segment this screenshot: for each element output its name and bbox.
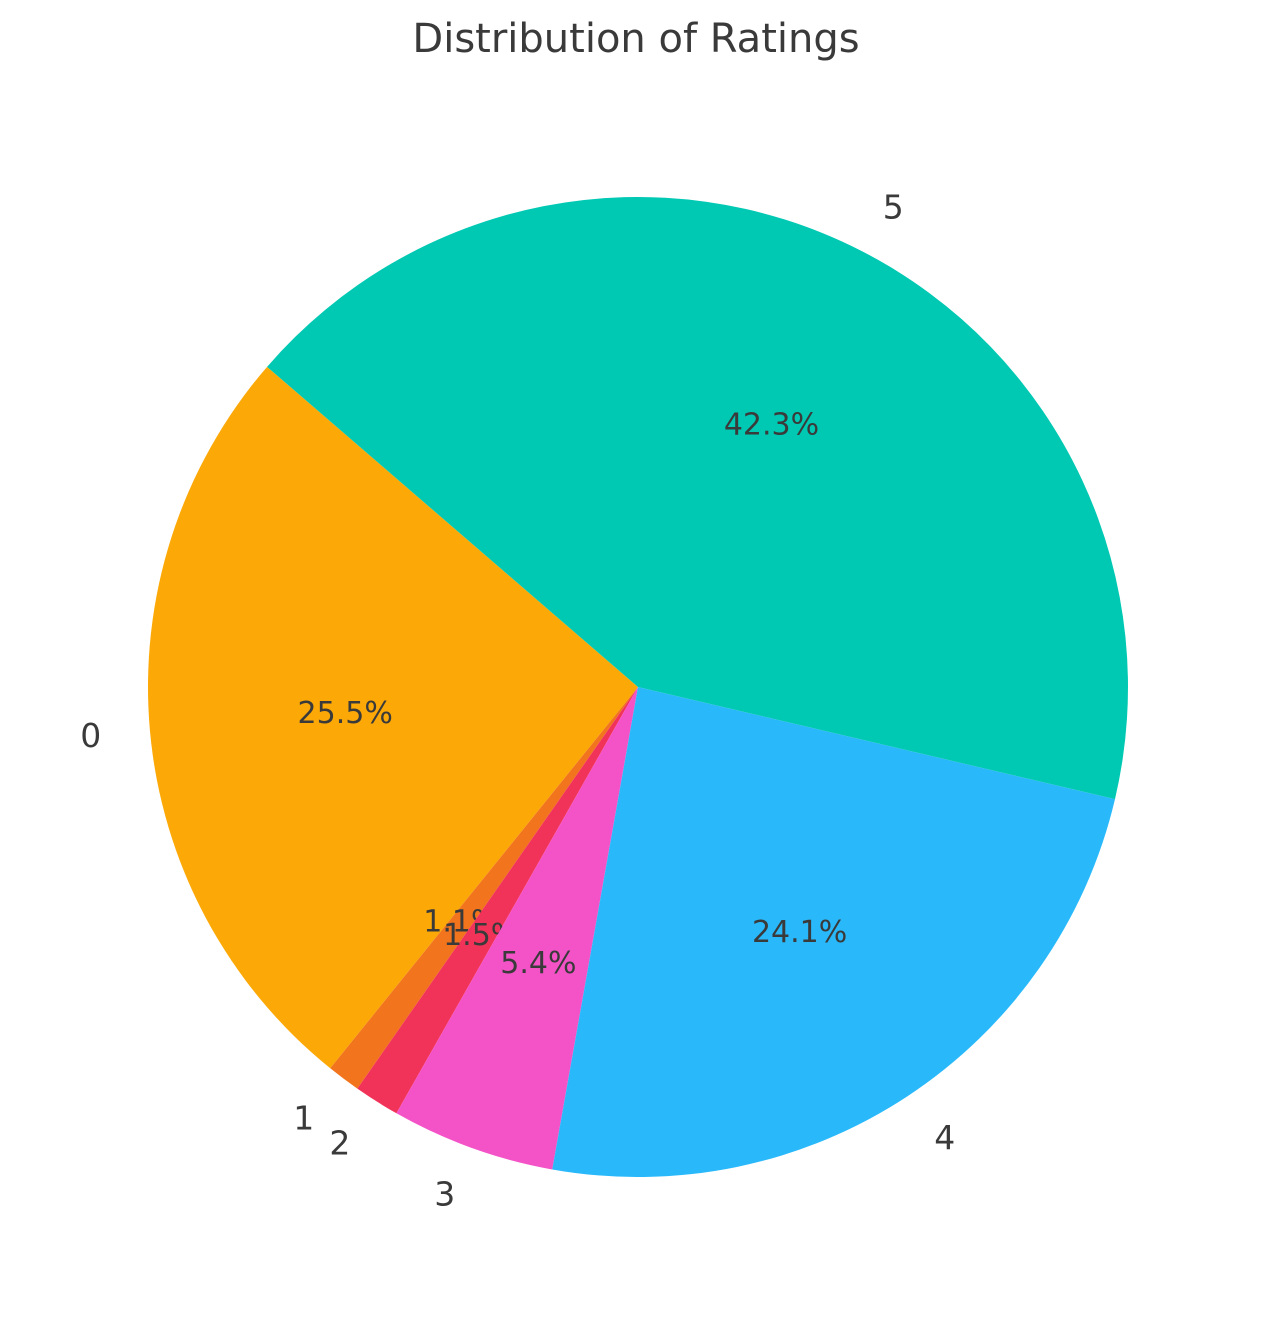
pie-slice-0 bbox=[147, 366, 638, 1069]
pie-pct-label-3: 5.4% bbox=[500, 946, 576, 981]
pie-slice-1 bbox=[330, 687, 638, 1089]
pie-category-label-2: 2 bbox=[329, 1123, 350, 1162]
pie-category-label-3: 3 bbox=[434, 1175, 455, 1214]
pie-slice-4 bbox=[552, 687, 1115, 1178]
pie-category-label-0: 0 bbox=[80, 716, 101, 755]
pie-pct-label-4: 24.1% bbox=[752, 915, 847, 950]
pie-category-label-4: 4 bbox=[934, 1118, 955, 1157]
pie-slice-2 bbox=[357, 687, 638, 1114]
pie-pct-label-0: 25.5% bbox=[298, 696, 393, 731]
pie-pct-label-5: 42.3% bbox=[724, 408, 819, 443]
pie-category-label-1: 1 bbox=[293, 1098, 314, 1137]
pie-slice-3 bbox=[396, 687, 638, 1170]
pie-category-label-5: 5 bbox=[883, 187, 904, 226]
pie-slice-5 bbox=[267, 196, 1129, 800]
chart-title: Distribution of Ratings bbox=[412, 16, 859, 62]
